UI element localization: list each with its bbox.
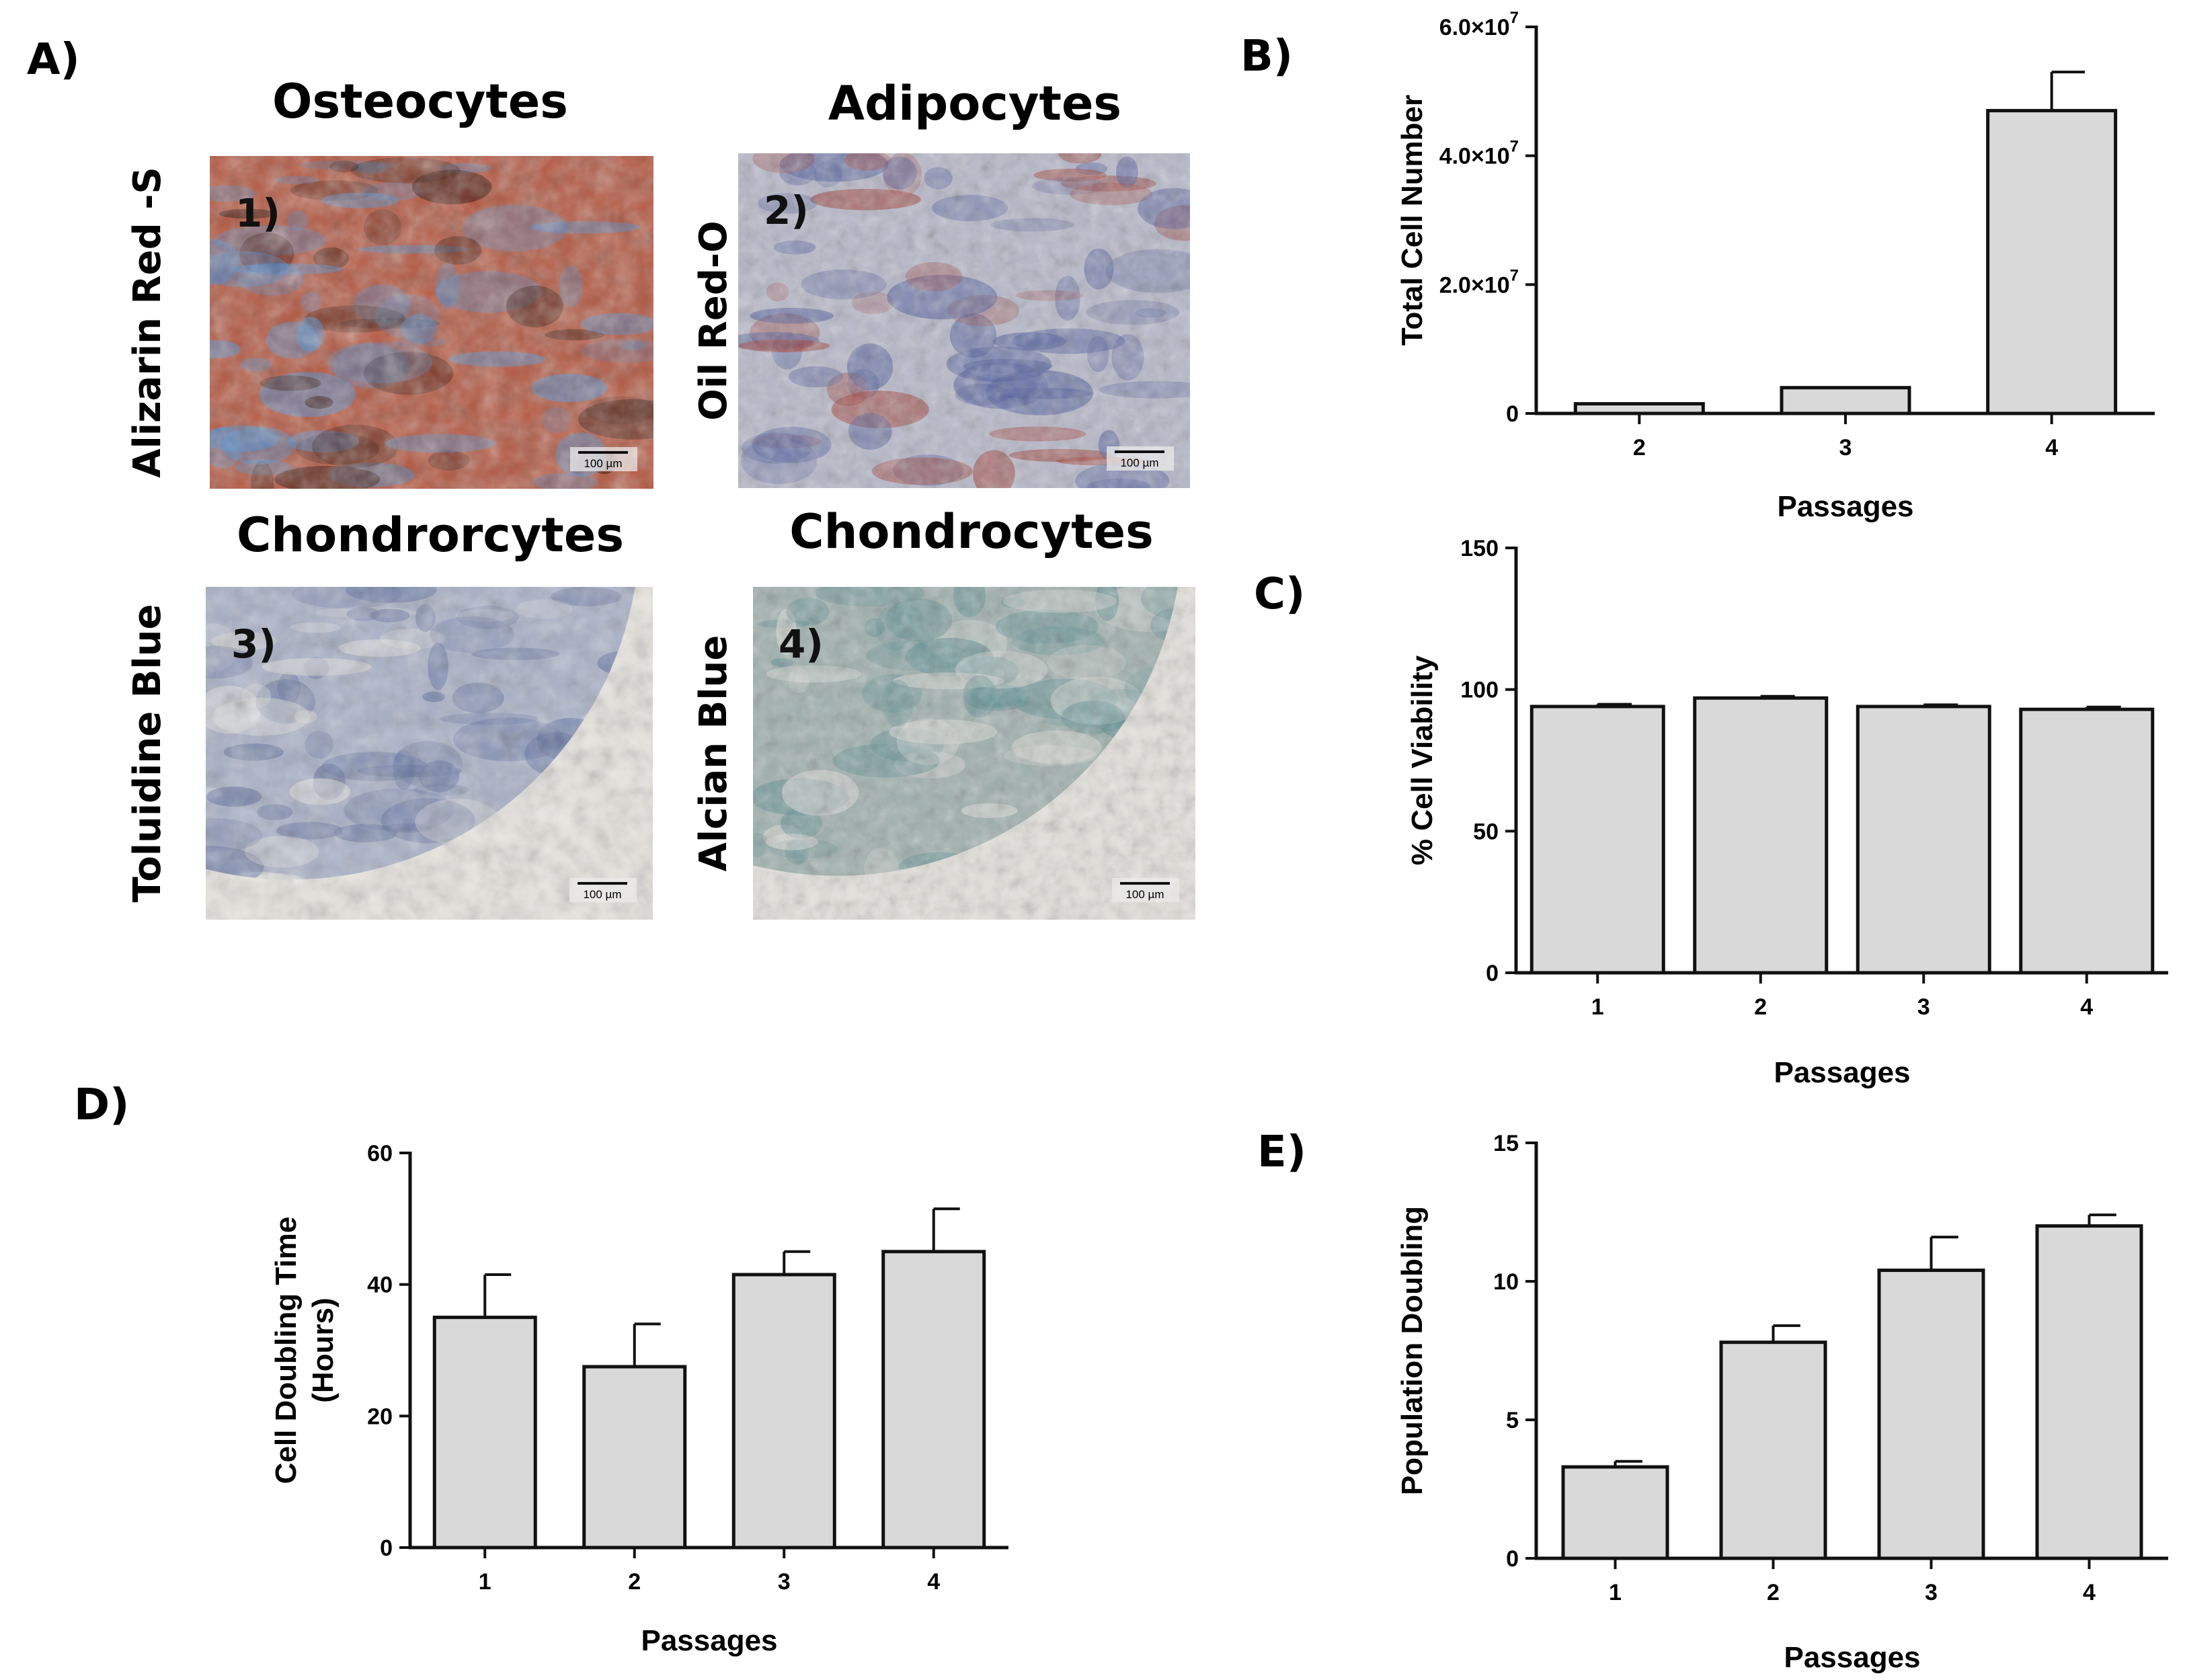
bar xyxy=(1573,402,1705,415)
y-axis-label: % Cell Viability xyxy=(1406,655,1439,865)
chart-d-cell-doubling-time: 0 20 40 60 1 2 3 4 Passages Cell Doubling Time (Ho… xyxy=(270,1141,1008,1657)
x-tick-label: 2 xyxy=(1767,1580,1780,1605)
x-tick-label: 3 xyxy=(1925,1580,1938,1605)
micrograph-image xyxy=(210,156,653,489)
y-tick-label: 6.0×107 xyxy=(1439,9,1519,40)
bar xyxy=(1877,1269,1985,1560)
y-axis-label: Total Cell Number xyxy=(1396,95,1429,346)
x-tick-label: 1 xyxy=(1609,1580,1622,1605)
micrograph-title: Chondrorcytes xyxy=(237,508,624,563)
x-axis-label: Passages xyxy=(641,1624,777,1657)
y-axis-label: Population Doubling xyxy=(1396,1206,1429,1495)
micrograph-3: Chondrorcytes Toluidine Blue 3) 100 µm xyxy=(126,508,653,920)
panel-label-a: A) xyxy=(27,35,80,85)
scale-bar-label: 100 µm xyxy=(583,888,621,901)
y-tick-label: 4.0×107 xyxy=(1439,138,1519,169)
y-tick-label: 10 xyxy=(1493,1269,1519,1295)
x-axis-label: Passages xyxy=(1774,1056,1910,1089)
micrograph-title: Chondrocytes xyxy=(789,504,1154,559)
chart-b-total-cell-number: 0 2.0×107 4.0×107 6.0×107 2 3 4 Passages Total C… xyxy=(1396,9,2155,523)
chart-c-cell-viability: 0 50 100 150 1 2 3 4 Passages % Cell Viability xyxy=(1406,536,2168,1089)
micrograph-image xyxy=(753,587,1195,920)
micrograph-image xyxy=(206,587,653,920)
micrograph-number: 1) xyxy=(235,190,280,236)
bar xyxy=(1780,386,1911,415)
x-tick-label: 4 xyxy=(2080,994,2093,1020)
x-tick-label: 3 xyxy=(778,1569,791,1595)
y-tick-label: 0 xyxy=(1506,1546,1519,1572)
bar xyxy=(582,1365,687,1550)
x-tick-label: 2 xyxy=(1754,994,1767,1020)
micrograph-number: 3) xyxy=(231,621,276,667)
y-tick-label: 150 xyxy=(1460,536,1499,561)
x-tick-label: 1 xyxy=(1591,994,1604,1020)
x-tick-label: 3 xyxy=(1917,994,1930,1020)
y-tick-label: 2.0×107 xyxy=(1439,266,1519,298)
micrograph-image xyxy=(738,153,1190,488)
y-tick-label: 40 xyxy=(367,1273,393,1298)
x-tick-label: 4 xyxy=(927,1569,940,1595)
micrograph-number: 2) xyxy=(764,188,809,233)
y-tick-label: 15 xyxy=(1493,1131,1519,1156)
bar xyxy=(1693,696,1829,975)
bar xyxy=(2035,1224,2143,1560)
micrograph-title: Osteocytes xyxy=(272,74,568,129)
scale-bar-label: 100 µm xyxy=(584,457,622,470)
stain-label: Alizarin Red -S xyxy=(126,167,169,478)
stain-label: Oil Red-O xyxy=(692,221,736,421)
panel-label-c: C) xyxy=(1254,569,1305,619)
bar xyxy=(731,1273,836,1550)
y-tick-label: 0 xyxy=(1506,401,1519,427)
y-tick-label: 20 xyxy=(367,1404,393,1429)
y-tick-label: 60 xyxy=(367,1141,393,1166)
x-axis-label: Passages xyxy=(1777,490,1913,523)
stain-label: Toluidine Blue xyxy=(126,604,169,903)
micrograph-2: Adipocytes Oil Red-O 2) 100 µm xyxy=(692,76,1190,488)
bar xyxy=(1561,1465,1669,1560)
micrograph-1: Osteocytes Alizarin Red -S 1) 100 µm xyxy=(126,74,653,489)
y-tick-label: 0 xyxy=(1486,961,1499,986)
scale-bar-label: 100 µm xyxy=(1125,888,1164,901)
y-tick-label: 0 xyxy=(380,1535,393,1561)
x-tick-label: 1 xyxy=(479,1569,491,1595)
x-tick-label: 3 xyxy=(1839,435,1852,461)
y-axis-label: Cell Doubling Time xyxy=(270,1217,303,1484)
bar xyxy=(1719,1341,1827,1560)
bar xyxy=(1986,109,2118,415)
x-tick-label: 2 xyxy=(628,1569,641,1595)
panel-label-b: B) xyxy=(1240,32,1293,81)
y-tick-label: 50 xyxy=(1473,819,1499,844)
bar xyxy=(2019,707,2155,975)
panel-label-d: D) xyxy=(74,1080,129,1130)
micrograph-4: Chondrocytes Alcian Blue 4) 100 µm xyxy=(692,504,1195,920)
bar xyxy=(1530,705,1665,975)
x-axis-label: Passages xyxy=(1784,1641,1920,1674)
y-tick-label: 5 xyxy=(1506,1408,1519,1433)
chart-e-population-doubling: 0 5 10 15 1 2 3 4 Passages Population Doubling xyxy=(1396,1131,2168,1674)
x-tick-label: 2 xyxy=(1633,435,1646,461)
stain-label: Alcian Blue xyxy=(692,635,736,872)
y-tick-label: 100 xyxy=(1460,678,1499,703)
x-tick-label: 4 xyxy=(2083,1580,2096,1605)
panel-label-e: E) xyxy=(1257,1127,1306,1177)
bar xyxy=(881,1250,986,1550)
x-tick-label: 4 xyxy=(2045,435,2058,461)
micrograph-number: 4) xyxy=(779,621,824,667)
micrograph-title: Adipocytes xyxy=(828,76,1121,131)
scale-bar-label: 100 µm xyxy=(1120,456,1158,469)
bar xyxy=(432,1316,537,1550)
bar xyxy=(1856,705,1991,975)
y-axis-label-units: (Hours) xyxy=(307,1297,340,1402)
